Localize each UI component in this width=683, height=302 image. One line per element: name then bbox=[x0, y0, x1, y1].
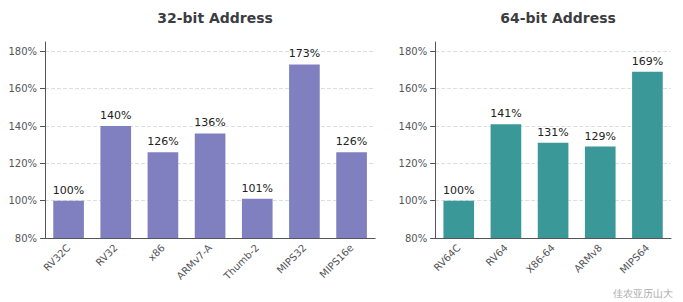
svg-text:MIPS64: MIPS64 bbox=[618, 242, 652, 276]
svg-text:140%: 140% bbox=[8, 121, 37, 132]
svg-text:160%: 160% bbox=[399, 83, 428, 94]
svg-text:RV64C: RV64C bbox=[432, 242, 463, 273]
svg-text:32-bit Address: 32-bit Address bbox=[157, 10, 273, 26]
svg-text:RV32: RV32 bbox=[94, 242, 120, 268]
svg-text:80%: 80% bbox=[405, 233, 427, 244]
svg-text:141%: 141% bbox=[490, 107, 521, 120]
svg-text:101%: 101% bbox=[242, 182, 273, 195]
svg-text:136%: 136% bbox=[194, 116, 225, 129]
svg-text:173%: 173% bbox=[289, 47, 320, 60]
svg-text:126%: 126% bbox=[147, 135, 178, 148]
svg-text:120%: 120% bbox=[399, 158, 428, 169]
svg-text:MIPS32: MIPS32 bbox=[275, 242, 309, 276]
svg-text:100%: 100% bbox=[399, 195, 428, 206]
svg-text:MIPS16e: MIPS16e bbox=[317, 242, 355, 280]
svg-text:160%: 160% bbox=[8, 83, 37, 94]
svg-text:ARMv7-A: ARMv7-A bbox=[174, 242, 214, 282]
svg-text:80%: 80% bbox=[15, 233, 37, 244]
svg-text:佳农亚历山大: 佳农亚历山大 bbox=[613, 288, 673, 299]
svg-text:Thumb-2: Thumb-2 bbox=[221, 242, 261, 282]
svg-text:x86: x86 bbox=[146, 242, 167, 263]
svg-text:100%: 100% bbox=[443, 184, 474, 197]
svg-text:100%: 100% bbox=[53, 184, 84, 197]
svg-text:X86-64: X86-64 bbox=[524, 242, 557, 275]
svg-text:169%: 169% bbox=[632, 55, 663, 68]
svg-text:131%: 131% bbox=[537, 126, 568, 139]
svg-text:RV64: RV64 bbox=[484, 242, 510, 268]
svg-text:64-bit Address: 64-bit Address bbox=[500, 10, 616, 26]
svg-text:140%: 140% bbox=[399, 121, 428, 132]
svg-text:129%: 129% bbox=[585, 130, 616, 143]
svg-text:180%: 180% bbox=[399, 46, 428, 57]
svg-text:ARMv8: ARMv8 bbox=[572, 242, 604, 274]
svg-text:100%: 100% bbox=[8, 195, 37, 206]
svg-text:RV32C: RV32C bbox=[41, 242, 72, 273]
svg-text:180%: 180% bbox=[8, 46, 37, 57]
svg-text:126%: 126% bbox=[336, 135, 367, 148]
svg-text:120%: 120% bbox=[8, 158, 37, 169]
svg-text:140%: 140% bbox=[100, 109, 131, 122]
